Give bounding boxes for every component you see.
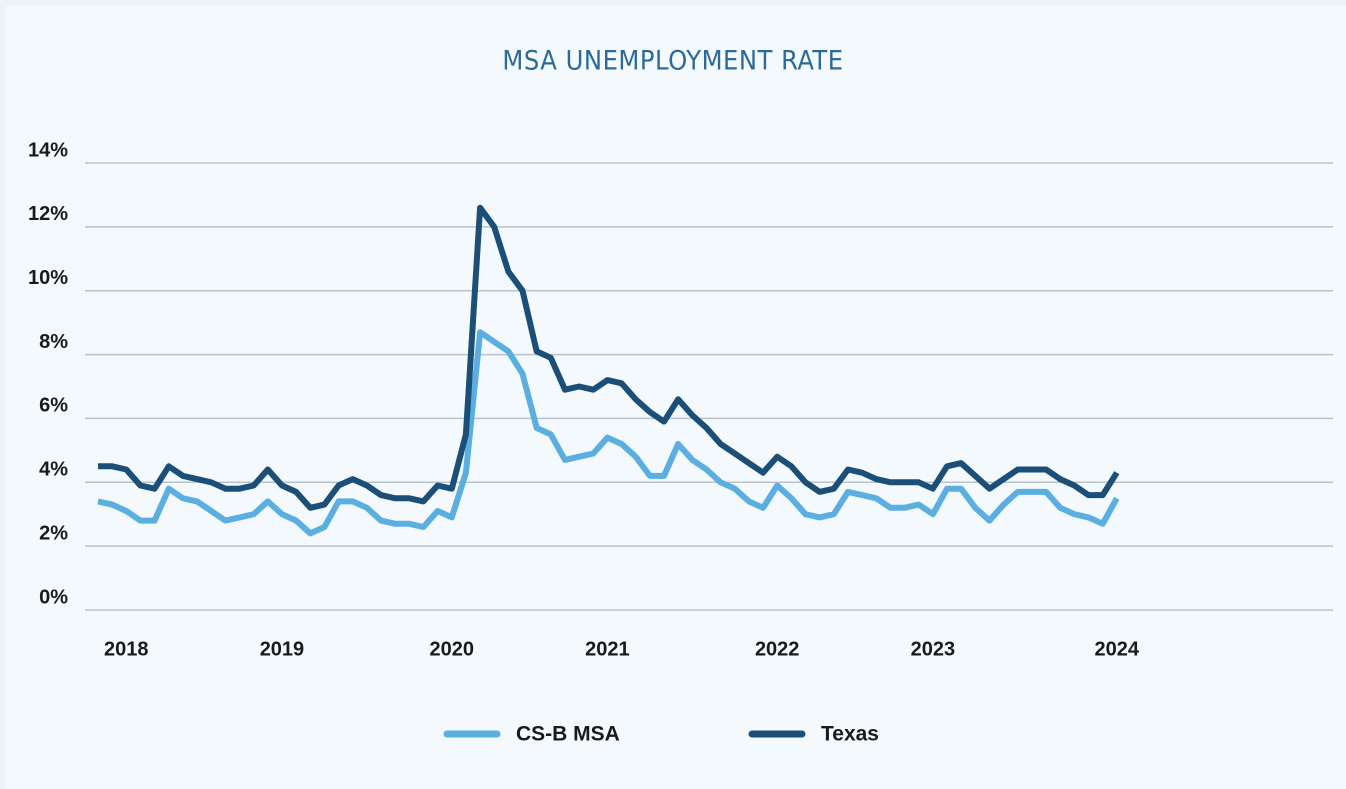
x-tick-label: 2023 [911, 638, 956, 660]
legend-label: Texas [821, 723, 879, 746]
chart-title: MSA UNEMPLOYMENT RATE [502, 46, 843, 77]
y-tick-label: 8% [39, 331, 68, 353]
x-tick-label: 2018 [104, 638, 149, 660]
y-tick-label: 14% [28, 139, 68, 161]
x-tick-label: 2019 [260, 638, 305, 660]
line-series [98, 204, 1120, 511]
y-tick-label: 0% [39, 586, 68, 608]
x-tick-label: 2022 [755, 638, 800, 660]
y-tick-label: 6% [39, 395, 68, 417]
y-tick-label: 2% [39, 522, 68, 544]
x-tick-label: 2020 [430, 638, 475, 660]
y-tick-label: 12% [28, 203, 68, 225]
x-tick-label: 2024 [1095, 638, 1140, 660]
legend-label: CS-B MSA [516, 723, 620, 746]
y-tick-label: 10% [28, 267, 68, 289]
line-series [97, 329, 1120, 537]
x-tick-label: 2021 [585, 638, 630, 660]
y-tick-label: 4% [39, 459, 68, 481]
